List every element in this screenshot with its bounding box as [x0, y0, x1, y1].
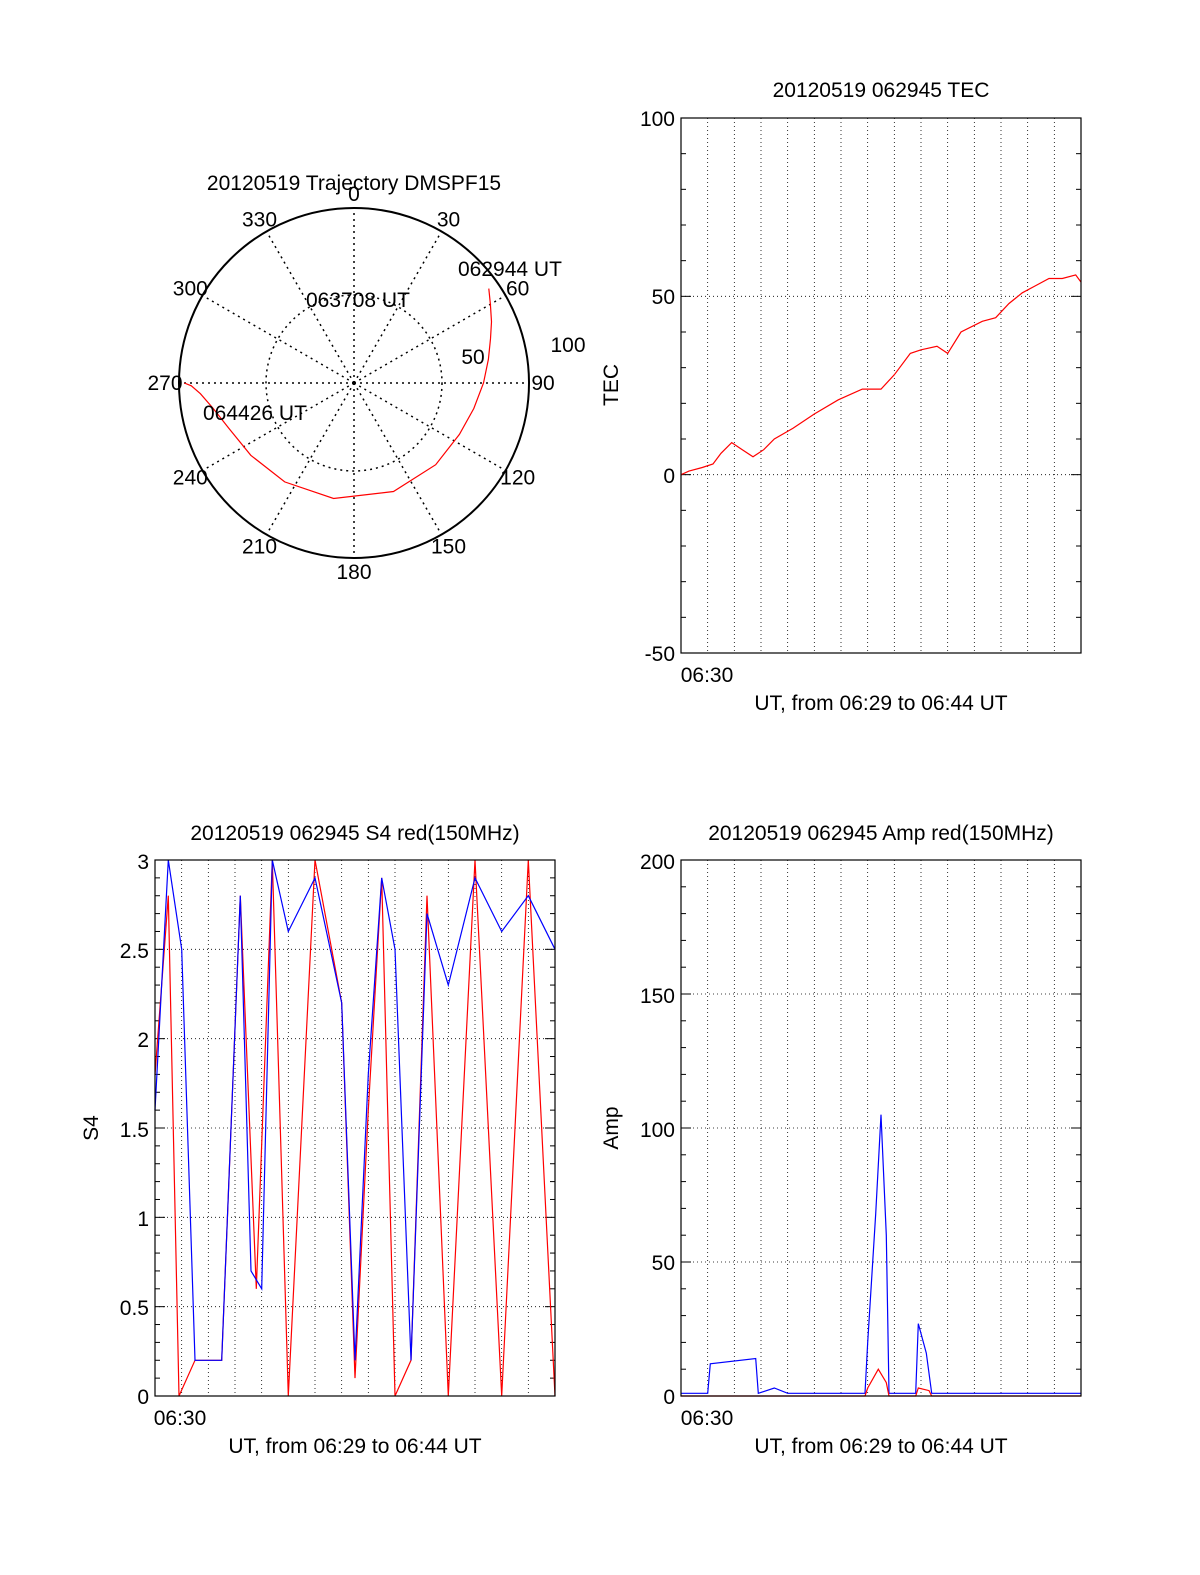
amp-y-tick-label: 150: [640, 985, 675, 1008]
s4-x-tick-label: 06:30: [154, 1407, 207, 1430]
tec-x-tick-label: 06:30: [681, 664, 734, 687]
s4-y-tick-label: 0: [137, 1386, 149, 1409]
amp-series-blue: [681, 1114, 1081, 1395]
amp-y-tick-label: 50: [652, 1252, 675, 1275]
amp-plot-frame: [680, 859, 1082, 1397]
polar-angle-tick-label: 90: [531, 372, 554, 395]
trajectory-track: [184, 288, 493, 500]
polar-angle-tick-label: 240: [173, 467, 208, 490]
polar-spoke: [265, 231, 355, 384]
polar-spoke: [202, 382, 355, 472]
s4-chart: 20120519 062945 S4 red(150MHz) 0 0.5 1 1…: [80, 822, 556, 1458]
polar-angle-tick-label: 0: [348, 183, 360, 206]
s4-grid: [155, 859, 555, 1397]
polar-angle-tick-label: 120: [500, 467, 535, 490]
polar-spoke: [353, 294, 506, 384]
tec-title: 20120519 062945 TEC: [773, 79, 990, 102]
polar-angle-tick-label: 30: [437, 208, 460, 231]
s4-title: 20120519 062945 S4 red(150MHz): [190, 822, 519, 845]
trajectory-title: 20120519 Trajectory DMSPF15: [207, 172, 501, 195]
s4-x-axis-label: UT, from 06:29 to 06:44 UT: [228, 1435, 481, 1458]
s4-y-tick-label: 0.5: [120, 1297, 149, 1320]
tec-y-tick-label: -50: [645, 643, 675, 666]
s4-y-tick-label: 1: [137, 1208, 149, 1231]
tec-chart: 20120519 062945 TEC -50 0 50 100 06:30 U…: [600, 79, 1082, 715]
s4-y-tick-label: 1.5: [120, 1119, 149, 1142]
polar-angle-tick-label: 150: [431, 536, 466, 559]
tec-y-tick-label: 50: [652, 286, 675, 309]
tec-plot-frame: [680, 117, 1082, 654]
polar-angle-tick-label: 180: [336, 561, 371, 584]
polar-angle-tick-label: 270: [147, 372, 182, 395]
trajectory-annotation-mid: 063708 UT: [306, 289, 410, 312]
s4-y-tick-label: 2: [137, 1029, 149, 1052]
tec-y-axis-label: TEC: [600, 364, 623, 406]
polar-angle-tick-label: 330: [242, 208, 277, 231]
s4-plot-frame: [154, 859, 556, 1397]
amp-chart: 20120519 062945 Amp red(150MHz) 0 50 100…: [600, 822, 1082, 1458]
amp-y-axis-label: Amp: [600, 1106, 623, 1149]
tec-y-ticks: -50 0 50 100: [640, 108, 675, 666]
polar-angle-labels: 0 30 60 90 120 150 180 210 240 270 300 330: [147, 183, 554, 584]
polar-spoke: [353, 231, 443, 384]
polar-angle-tick-label: 300: [173, 278, 208, 301]
trajectory-annotation-end: 064426 UT: [203, 402, 307, 425]
tec-x-axis-label: UT, from 06:29 to 06:44 UT: [754, 692, 1007, 715]
amp-y-tick-label: 100: [640, 1119, 675, 1142]
amp-x-tick-label: 06:30: [681, 1407, 734, 1430]
amp-y-tick-label: 200: [640, 851, 675, 874]
s4-series-blue: [154, 859, 556, 1361]
polar-grid-circle-50: [265, 294, 443, 472]
amp-y-tick-label: 0: [663, 1386, 675, 1409]
s4-y-axis-label: S4: [80, 1115, 103, 1141]
tec-y-tick-label: 100: [640, 108, 675, 131]
amp-y-ticks: 0 50 100 150 200: [640, 851, 675, 1409]
tec-series-red: [680, 274, 1082, 476]
polar-radial-tick-50: 50: [461, 346, 484, 369]
amp-series-red: [681, 1368, 1081, 1397]
s4-y-tick-label: 3: [137, 851, 149, 874]
polar-spoke: [202, 294, 355, 384]
amp-title: 20120519 062945 Amp red(150MHz): [708, 822, 1054, 845]
trajectory-polar-chart: 20120519 Trajectory DMSPF15 0 30 60 90 120 15…: [147, 172, 585, 584]
polar-spoke: [353, 382, 443, 535]
s4-y-tick-label: 2.5: [120, 940, 149, 963]
polar-spokes: [179, 208, 529, 558]
polar-spoke: [353, 382, 506, 472]
polar-angle-tick-label: 210: [242, 536, 277, 559]
s4-y-ticks: 0 0.5 1 1.5 2 2.5 3: [120, 851, 149, 1409]
polar-angle-tick-label: 60: [506, 278, 529, 301]
tec-grid: [681, 117, 1081, 654]
amp-x-axis-label: UT, from 06:29 to 06:44 UT: [754, 1435, 1007, 1458]
polar-spoke: [265, 382, 355, 535]
tec-y-tick-label: 0: [663, 465, 675, 488]
trajectory-annotation-start: 062944 UT: [458, 258, 562, 281]
polar-radial-tick-100: 100: [550, 334, 585, 357]
